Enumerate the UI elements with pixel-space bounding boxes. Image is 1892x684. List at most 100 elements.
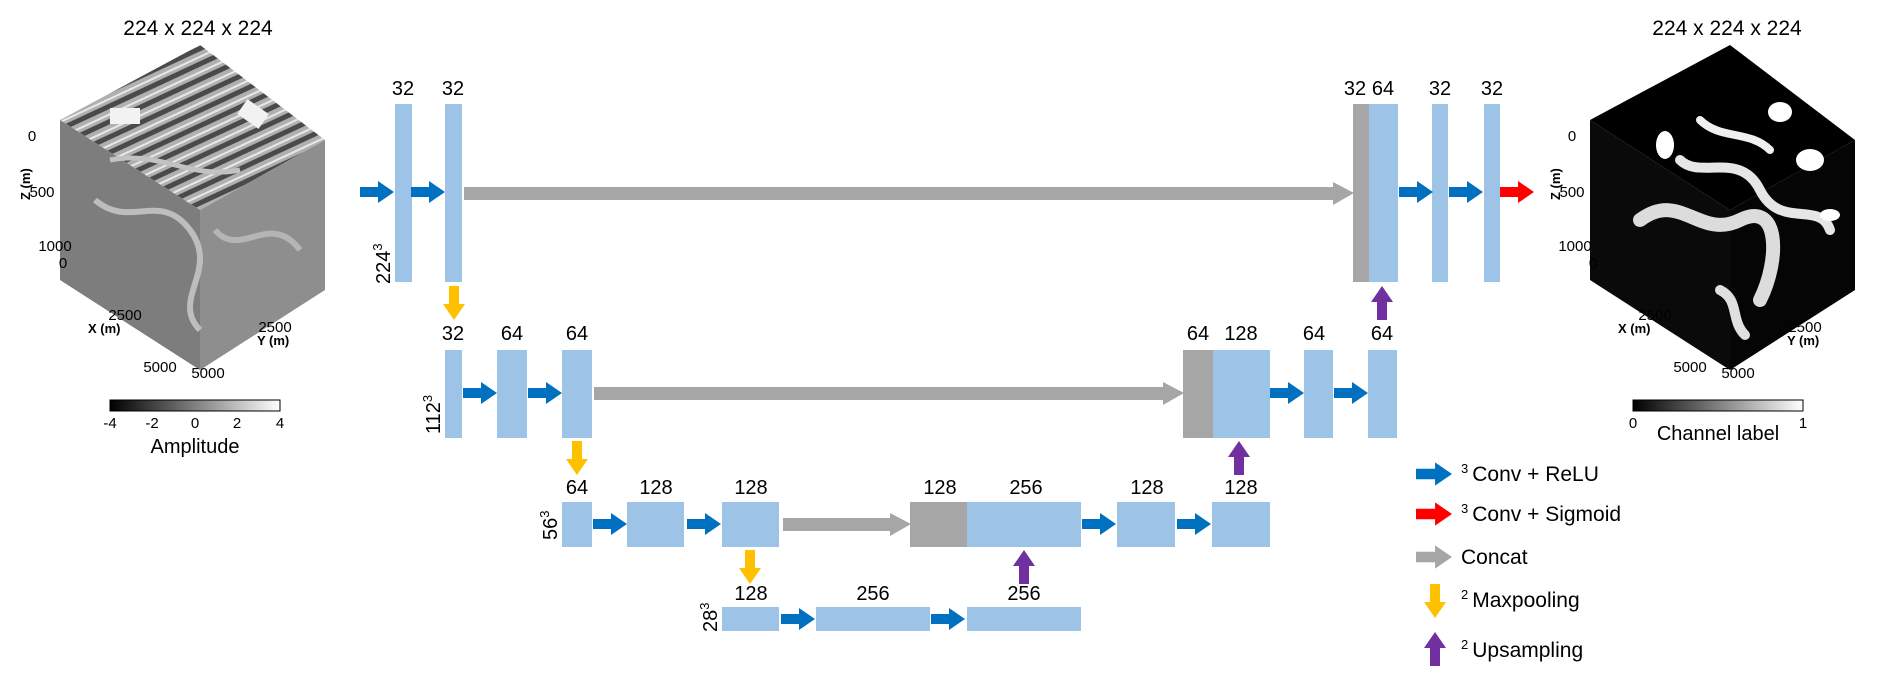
svg-text:1000: 1000: [1558, 238, 1591, 255]
input-cube-left-face: [60, 120, 200, 370]
svg-text:2500: 2500: [1788, 319, 1821, 336]
channel-label: 64: [1372, 78, 1394, 100]
feature-map: [497, 350, 527, 438]
feature-map: [395, 104, 412, 282]
concat-block: [1353, 104, 1369, 282]
svg-text:500: 500: [29, 184, 54, 201]
legend-conv-sigmoid: 3 Conv + Sigmoid: [1416, 501, 1621, 526]
conv-relu-arrow: [1082, 513, 1116, 535]
channel-trace: [109, 155, 241, 175]
channel-label: 128: [734, 477, 767, 499]
channel-label: 32: [1429, 78, 1451, 100]
channel-label: 128: [639, 477, 672, 499]
svg-text:5000: 5000: [143, 359, 176, 376]
conv-relu-arrow: [1270, 382, 1304, 404]
input-colorbar: -4 -2 0 2 4 Amplitude: [103, 399, 284, 458]
output-colorbar-label: Channel label: [1657, 423, 1779, 445]
channel-label: 128: [923, 477, 956, 499]
maxpool-arrow: [739, 550, 761, 584]
channel-label: 32: [442, 323, 464, 345]
feature-map: [1368, 350, 1397, 438]
feature-map: [1117, 502, 1175, 547]
maxpool-arrow: [443, 286, 465, 320]
input-y-axis-label: Y (m): [257, 333, 289, 348]
conv-relu-arrow: [593, 513, 627, 535]
feature-map: [722, 502, 779, 547]
conv-relu-arrow: [781, 608, 815, 630]
svg-text:0: 0: [1589, 255, 1597, 272]
feature-map: [1369, 104, 1398, 282]
channel-label: 64: [1371, 323, 1393, 345]
svg-text:0: 0: [191, 415, 199, 432]
level-1: 32 32 32 64 32 32 2243: [360, 78, 1534, 320]
svg-text:-4: -4: [103, 415, 116, 432]
output-z-axis-label: Z (m): [1548, 168, 1563, 200]
feature-map: [967, 502, 1081, 547]
resolution-label: 1123: [420, 395, 445, 434]
output-y-axis-label: Y (m): [1787, 333, 1819, 348]
channel-label: 256: [856, 583, 889, 605]
conv-sigmoid-arrow-icon: [1416, 502, 1452, 526]
resolution-label: 2243: [370, 243, 395, 284]
concat-block: [910, 502, 967, 547]
conv-relu-arrow: [1177, 513, 1211, 535]
channel-label: 128: [1224, 323, 1257, 345]
svg-text:0: 0: [59, 255, 67, 272]
resolution-label: 283: [697, 603, 722, 632]
input-cube-right-face: [200, 140, 325, 370]
input-z-axis-label: Z (m): [18, 168, 33, 200]
channel-body: [1696, 116, 1774, 154]
conv-relu-arrow: [1399, 181, 1433, 203]
channel-label: 128: [734, 583, 767, 605]
upsample-arrow: [1013, 550, 1035, 584]
svg-text:5000: 5000: [191, 365, 224, 382]
channel-label: 32: [1481, 78, 1503, 100]
svg-text:1000: 1000: [38, 238, 71, 255]
channel-trace: [93, 197, 203, 333]
channel-label: 256: [1007, 583, 1040, 605]
input-axes: Z (m) 0 500 1000 0 2500 5000 X (m) 2500 …: [18, 128, 292, 382]
conv-sigmoid-arrow: [1500, 181, 1534, 203]
feature-map: [1432, 104, 1448, 282]
conv-relu-arrow: [411, 181, 445, 203]
channel-label: 32: [392, 78, 414, 100]
svg-text:2500: 2500: [1638, 307, 1671, 324]
svg-text:2: 2: [233, 415, 241, 432]
resolution-label: 563: [537, 511, 562, 540]
input-colorbar-label: Amplitude: [151, 436, 240, 458]
legend-concat: Concat: [1416, 545, 1528, 569]
feature-map: [816, 607, 930, 631]
conv-relu-arrow: [1334, 382, 1368, 404]
level-4: 128 256 256 283: [697, 550, 1081, 632]
feature-map: [445, 350, 462, 438]
svg-text:500: 500: [1559, 184, 1584, 201]
svg-text:5000: 5000: [1673, 359, 1706, 376]
output-volume-title: 224 x 224 x 224: [1652, 17, 1802, 40]
output-colorbar: 0 1 Channel label: [1629, 399, 1807, 445]
channel-label: 64: [501, 323, 523, 345]
feature-map: [1484, 104, 1500, 282]
feature-map: [1212, 502, 1270, 547]
channel-label: 256: [1009, 477, 1042, 499]
upsample-arrow-icon: [1424, 632, 1446, 666]
feature-map: [1304, 350, 1333, 438]
channel-label: 64: [566, 477, 588, 499]
svg-text:0: 0: [28, 128, 36, 145]
upsample-arrow: [1228, 441, 1250, 475]
concat-arrow: [783, 518, 891, 531]
upsample-arrow: [1371, 286, 1393, 320]
output-x-axis-label: X (m): [1618, 321, 1651, 336]
conv-relu-arrow: [463, 382, 497, 404]
input-cube-top-face: [60, 45, 325, 210]
conv-relu-arrow: [931, 608, 965, 630]
output-cube: [1590, 45, 1855, 370]
svg-text:-2: -2: [145, 415, 158, 432]
channel-body: [1633, 203, 1781, 307]
feature-map: [562, 502, 592, 547]
maxpool-arrow: [566, 441, 588, 475]
channel-label: 64: [1187, 323, 1209, 345]
concat-arrow: [464, 187, 1334, 200]
